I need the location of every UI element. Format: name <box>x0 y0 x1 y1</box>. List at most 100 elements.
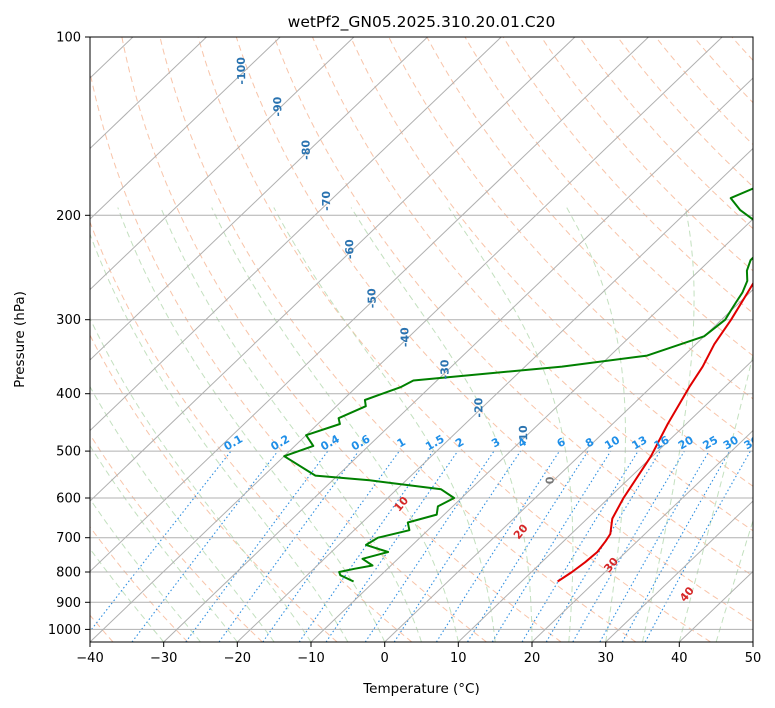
x-axis-label: Temperature (°C) <box>362 681 480 697</box>
y-tick-label: 200 <box>56 209 81 224</box>
dry-adiabat-line <box>121 37 562 642</box>
isotherm-label: -90 <box>271 96 284 117</box>
isotherm-label: -40 <box>398 327 411 348</box>
y-tick-label: 600 <box>56 492 81 507</box>
mixing-ratio-line <box>185 450 329 642</box>
x-tick-label: −30 <box>150 651 177 666</box>
y-tick-label: 300 <box>56 313 81 328</box>
isotherm-line <box>605 500 753 642</box>
dry-adiabat-line <box>312 37 753 532</box>
y-tick-label: 1000 <box>48 623 81 638</box>
isotherm-label: -30 <box>438 359 451 380</box>
temperature-profile <box>557 281 753 583</box>
dry-adiabat-line <box>540 37 753 272</box>
y-tick-label: 400 <box>56 387 81 402</box>
isotherm-label: 0 <box>544 476 557 484</box>
isotherm-label: -60 <box>343 239 356 260</box>
isotherm-label: -100 <box>235 57 249 85</box>
isotherm-line <box>457 359 753 642</box>
isotherm-line <box>90 37 649 573</box>
dry-adiabat-line <box>159 37 637 642</box>
plot-frame <box>89 36 754 643</box>
moist-adiabat-line <box>160 207 422 642</box>
isotherm-line <box>90 37 281 220</box>
isotherm-line <box>90 37 576 502</box>
moist-adiabat-line <box>90 317 312 642</box>
x-tick-label: 40 <box>671 651 688 666</box>
moist-adiabat-line <box>566 207 626 642</box>
dewpoint-line <box>283 187 753 583</box>
moist-adiabat-line <box>90 232 349 642</box>
isotherm-line <box>163 77 753 642</box>
mixing-ratio-line <box>218 450 360 642</box>
x-axis-ticks: −40 −30 −20 −10 0 10 20 30 40 50 <box>76 642 761 666</box>
mixing-ratio-line <box>262 450 400 642</box>
dry-adiabat-line <box>90 334 338 642</box>
dewpoint-profile <box>283 187 753 583</box>
x-tick-label: 10 <box>450 651 467 666</box>
dry-adiabat-line <box>235 37 753 623</box>
isotherm-line <box>90 37 502 432</box>
dry-adiabat-line <box>426 37 753 400</box>
isotherm-label: -70 <box>320 190 333 211</box>
x-tick-label: 0 <box>381 651 389 666</box>
dry-adiabat-line <box>90 526 189 642</box>
isotherm-label: -10 <box>517 425 530 446</box>
mixing-ratio-line <box>491 450 612 642</box>
isotherm-line <box>384 288 753 642</box>
isotherm-line <box>531 429 753 642</box>
x-tick-label: 30 <box>597 651 614 666</box>
mixing-ratio-line <box>298 450 434 642</box>
isotherm-line <box>90 37 355 291</box>
mixing-ratio-line <box>435 450 560 642</box>
mixing-ratio-line <box>621 450 731 642</box>
y-axis-ticks: 100 200 300 400 500 600 700 800 900 1000 <box>48 31 90 638</box>
isotherm-line <box>90 37 207 150</box>
isotherm-line <box>236 147 753 642</box>
isotherm-label: -80 <box>299 139 312 160</box>
moist-adiabat-line <box>90 444 238 642</box>
isotherm-label: -50 <box>365 288 378 309</box>
x-tick-label: −40 <box>76 651 103 666</box>
plot-area: -100-90-80-70-60-50-40-30-20-100 0.1 0.2 0… <box>90 37 762 642</box>
y-tick-label: 500 <box>56 445 81 460</box>
moist-adiabat-line <box>273 207 496 642</box>
moist-adiabat-line <box>448 207 574 642</box>
dry-adiabat-line <box>90 69 487 642</box>
dry-adiabat-line <box>655 37 753 146</box>
isotherm-label: -20 <box>472 397 485 418</box>
moist-adiabat-line <box>350 207 533 642</box>
y-tick-label: 700 <box>56 531 81 546</box>
temperature-line <box>557 281 753 583</box>
moist-adiabats <box>90 207 753 642</box>
isotherm-line <box>90 37 428 361</box>
mixing-ratio-line <box>364 450 495 642</box>
x-tick-label: 20 <box>524 651 541 666</box>
y-tick-label: 900 <box>56 596 81 611</box>
dry-adiabat-line <box>464 37 753 357</box>
moist-adiabat-line <box>90 498 201 642</box>
dry-adiabat-line <box>350 37 753 487</box>
isobar-grid <box>90 37 753 630</box>
y-tick-label: 100 <box>56 31 81 46</box>
x-tick-label: 50 <box>745 651 762 666</box>
isotherm-line <box>90 37 723 642</box>
dry-adiabat-line <box>90 220 413 642</box>
dry-adiabat-line <box>388 37 753 443</box>
isotherm-grid <box>90 37 753 642</box>
mixing-ratio-label: 36 <box>742 433 762 452</box>
moist-adiabat-line <box>117 207 386 642</box>
dry-adiabat-line <box>197 37 711 642</box>
y-axis-label: Pressure (hPa) <box>12 291 28 388</box>
dry-adiabats <box>90 37 753 642</box>
mixing-ratio-line <box>325 450 459 642</box>
x-tick-label: −10 <box>297 651 324 666</box>
mixing-ratio-line <box>521 450 639 642</box>
y-tick-label: 800 <box>56 566 81 581</box>
chart-title: wetPf2_GN05.2025.310.20.01.C20 <box>288 13 556 32</box>
moist-adiabat-line <box>211 207 459 642</box>
x-tick-label: −20 <box>224 651 251 666</box>
mixing-ratio-lines <box>90 450 751 642</box>
